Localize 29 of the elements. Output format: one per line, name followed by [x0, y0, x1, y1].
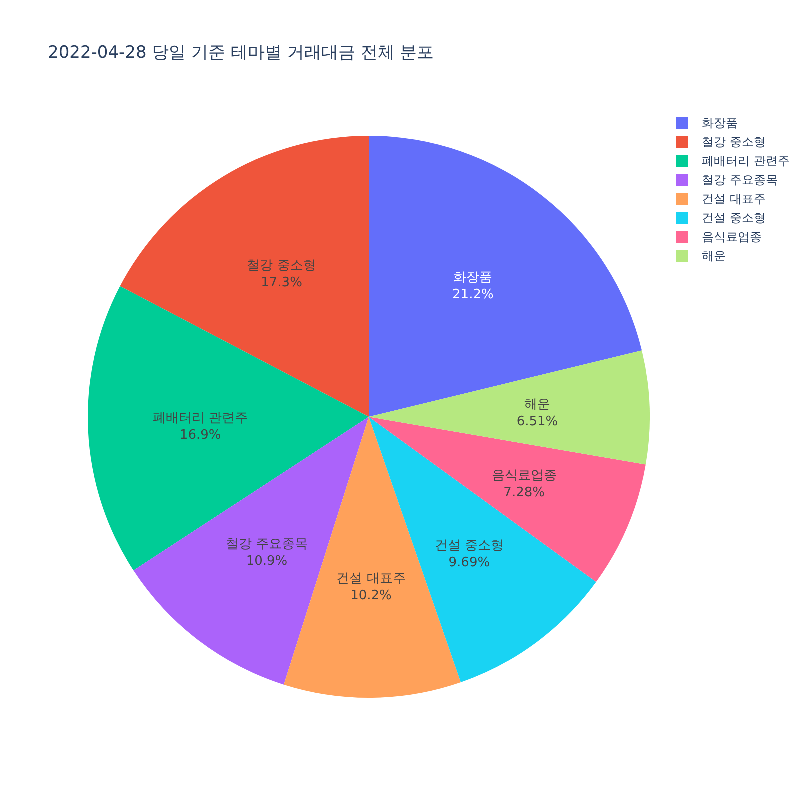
data-label: 17.3% [261, 276, 302, 291]
data-label: 10.2% [350, 588, 392, 604]
pie-slice [369, 350, 650, 465]
slice-label: 철강 주요종목 [226, 537, 308, 552]
legend-label: 철강 주요종목 [702, 173, 778, 187]
data-label: 9.69% [448, 555, 490, 570]
data-label: 10.9% [246, 554, 288, 570]
legend-label: 건설 대표주 [702, 192, 766, 206]
pie-slice [88, 286, 369, 571]
legend-label: 해운 [702, 249, 726, 263]
data-label: 6.51% [516, 414, 558, 430]
slice-label: 음식료업종 [492, 468, 557, 484]
data-label: 21.2% [452, 287, 494, 302]
slice-label: 폐배터리 관련주 [153, 410, 248, 426]
pie-slice [369, 417, 646, 582]
legend-label: 건설 중소형 [702, 211, 766, 225]
slice-label: 해운 [524, 397, 551, 412]
chart-title: 2022-04-28 당일 기준 테마별 거래대금 전체 분포 [48, 43, 434, 63]
data-label: 16.9% [180, 428, 222, 443]
legend-label: 폐배터리 관련주 [702, 154, 790, 168]
slice-label: 건설 대표주 [336, 572, 406, 587]
slice-label: 화장품 [454, 270, 493, 286]
slice-label: 건설 중소형 [434, 538, 504, 554]
legend-label: 음식료업종 [702, 230, 762, 244]
slice-label: 철강 중소형 [247, 258, 316, 274]
data-label: 7.28% [504, 486, 545, 501]
legend-label: 철강 중소형 [702, 135, 766, 149]
legend-label: 화장품 [702, 116, 738, 130]
pie-slice [369, 136, 642, 417]
